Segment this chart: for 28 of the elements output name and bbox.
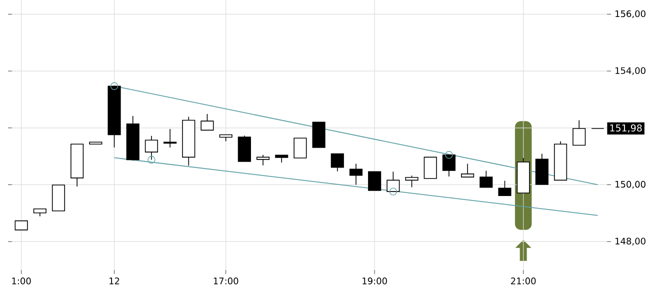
x-tick-label: 17:00 (214, 278, 238, 284)
point (389, 188, 398, 196)
y-tick-label: 156,00 (616, 10, 646, 18)
point (445, 151, 453, 159)
candlestick (164, 128, 177, 148)
candlestick (480, 170, 493, 188)
candlestick (368, 171, 382, 191)
candlestick (461, 163, 474, 178)
candlestick (256, 154, 270, 166)
candlestick (14, 220, 28, 230)
candlestick (294, 138, 307, 158)
candlestick (330, 153, 344, 172)
candlestick (498, 180, 512, 196)
point (148, 156, 156, 164)
point (110, 82, 118, 90)
x-tick-label: 21:00 (511, 278, 536, 284)
x-tick-label: 19:00 (362, 278, 387, 284)
candlestick (424, 156, 437, 179)
y-tick-label: 150,00 (616, 180, 646, 189)
y-tick-label: 154,00 (616, 67, 646, 75)
candlestick (572, 120, 586, 146)
candlestick (349, 163, 363, 186)
candlestick (405, 175, 418, 188)
candlestick (200, 114, 214, 131)
x-tick-label: 1:00 (12, 278, 31, 284)
x-tick-label: 12 (110, 278, 120, 284)
annotation: 151,98 (610, 124, 642, 133)
y-tick-label: 148,00 (616, 238, 646, 246)
